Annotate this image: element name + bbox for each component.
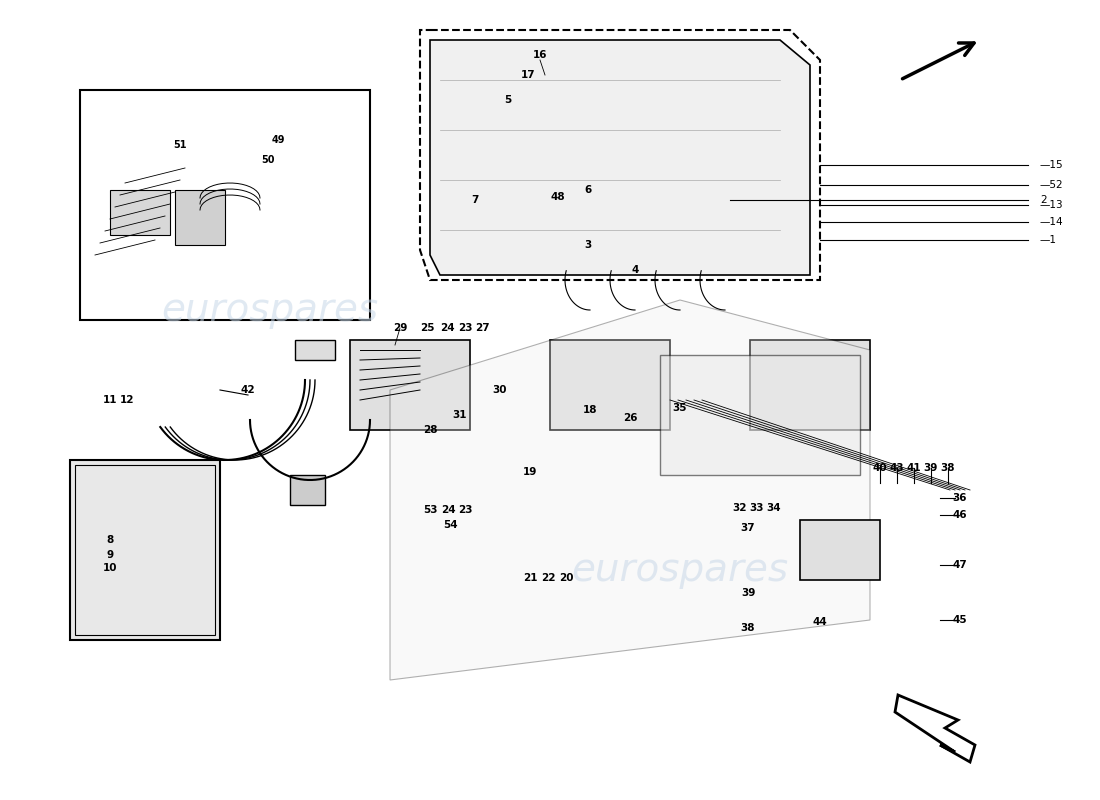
Text: 46: 46 — [953, 510, 967, 520]
Text: 33: 33 — [750, 503, 764, 513]
Text: 38: 38 — [940, 463, 955, 473]
Text: 8: 8 — [107, 535, 113, 545]
Text: 10: 10 — [102, 563, 118, 573]
Polygon shape — [430, 40, 810, 275]
Text: 38: 38 — [740, 623, 756, 633]
Text: 20: 20 — [559, 573, 573, 583]
Text: 22: 22 — [541, 573, 556, 583]
Text: —52: —52 — [1040, 180, 1064, 190]
Text: 47: 47 — [953, 560, 967, 570]
Text: 37: 37 — [740, 523, 756, 533]
Text: 23: 23 — [458, 505, 472, 515]
Text: 27: 27 — [475, 323, 490, 333]
Text: 39: 39 — [924, 463, 938, 473]
Text: 30: 30 — [493, 385, 507, 395]
FancyBboxPatch shape — [295, 340, 336, 360]
Text: 45: 45 — [953, 615, 967, 625]
FancyBboxPatch shape — [350, 340, 470, 430]
Text: 23: 23 — [458, 323, 472, 333]
Text: 49: 49 — [272, 135, 285, 145]
Polygon shape — [390, 300, 870, 680]
Text: 53: 53 — [422, 505, 438, 515]
Text: 3: 3 — [584, 240, 592, 250]
Text: 19: 19 — [522, 467, 537, 477]
Text: 12: 12 — [120, 395, 134, 405]
Text: 43: 43 — [890, 463, 904, 473]
Text: —13: —13 — [1040, 200, 1064, 210]
Text: eurospares: eurospares — [571, 551, 789, 589]
Text: 41: 41 — [906, 463, 922, 473]
Text: 9: 9 — [107, 550, 113, 560]
Text: 7: 7 — [471, 195, 478, 205]
Text: 2: 2 — [1040, 195, 1046, 205]
Text: 16: 16 — [532, 50, 548, 60]
Text: —1: —1 — [1040, 235, 1057, 245]
Text: 18: 18 — [583, 405, 597, 415]
Text: 35: 35 — [673, 403, 688, 413]
Text: 29: 29 — [393, 323, 407, 333]
Text: 34: 34 — [767, 503, 781, 513]
Text: 31: 31 — [453, 410, 468, 420]
Text: 40: 40 — [872, 463, 888, 473]
Text: 21: 21 — [522, 573, 537, 583]
Text: 44: 44 — [813, 617, 827, 627]
Text: 6: 6 — [584, 185, 592, 195]
Text: 36: 36 — [953, 493, 967, 503]
Text: 4: 4 — [631, 265, 639, 275]
FancyBboxPatch shape — [660, 355, 860, 475]
Polygon shape — [895, 695, 975, 762]
Text: eurospares: eurospares — [162, 291, 378, 329]
Text: 39: 39 — [740, 588, 756, 598]
FancyBboxPatch shape — [70, 460, 220, 640]
Text: 48: 48 — [551, 192, 565, 202]
Text: 51: 51 — [174, 140, 187, 150]
Text: —15: —15 — [1040, 160, 1064, 170]
Text: 50: 50 — [262, 155, 275, 165]
Text: 32: 32 — [733, 503, 747, 513]
Text: 5: 5 — [505, 95, 512, 105]
Text: 24: 24 — [440, 323, 454, 333]
Text: 17: 17 — [520, 70, 536, 80]
FancyBboxPatch shape — [110, 190, 170, 235]
Text: 28: 28 — [422, 425, 438, 435]
Text: 54: 54 — [442, 520, 458, 530]
FancyBboxPatch shape — [750, 340, 870, 430]
FancyBboxPatch shape — [290, 475, 324, 505]
FancyBboxPatch shape — [175, 190, 226, 245]
FancyBboxPatch shape — [550, 340, 670, 430]
FancyBboxPatch shape — [800, 520, 880, 580]
Text: 26: 26 — [623, 413, 637, 423]
Text: 11: 11 — [102, 395, 118, 405]
Text: 25: 25 — [420, 323, 434, 333]
Text: 24: 24 — [441, 505, 455, 515]
Text: —14: —14 — [1040, 217, 1064, 227]
Text: 42: 42 — [241, 385, 255, 395]
